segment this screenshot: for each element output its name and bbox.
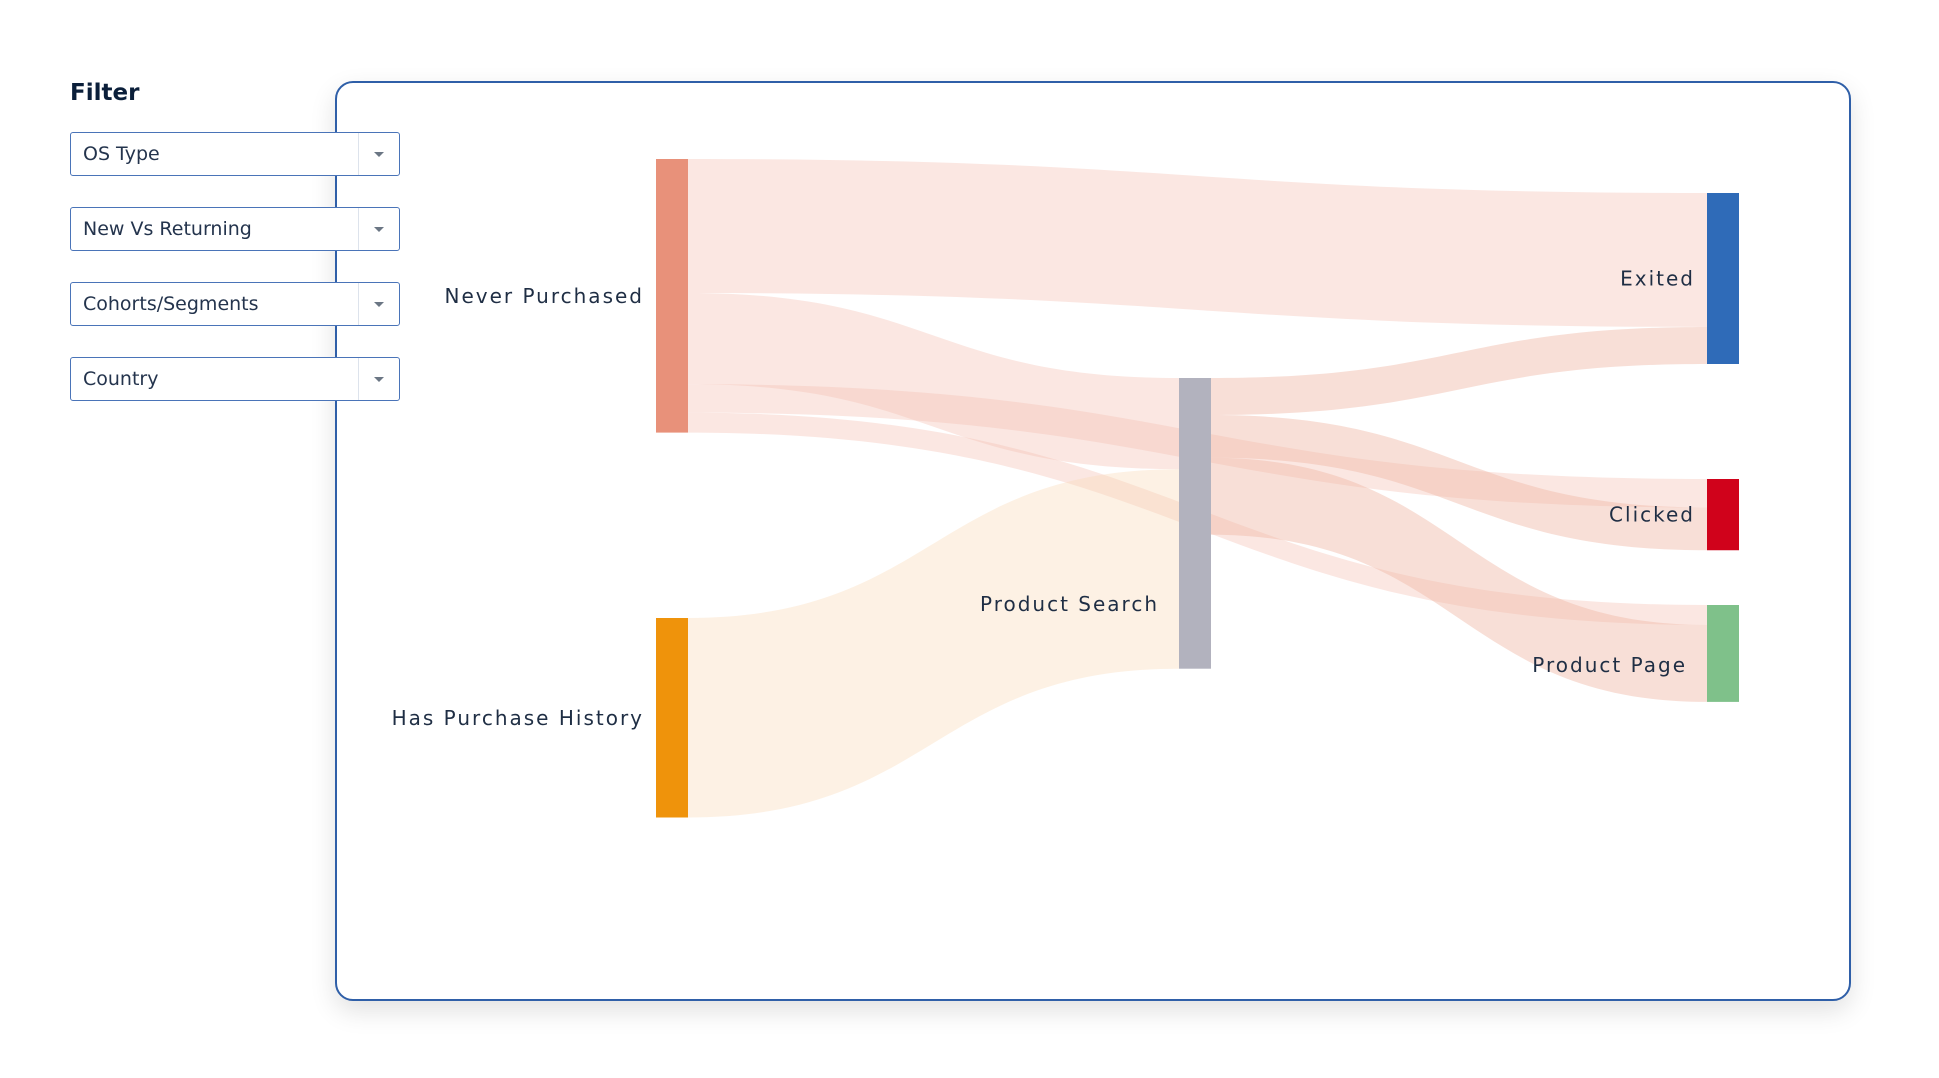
os-type-dropdown-label: OS Type xyxy=(83,143,160,165)
sankey-chart: Never Purchased Has Purchase History Produ… xyxy=(392,159,1739,818)
sankey-node-has[interactable] xyxy=(656,618,688,818)
sankey-node-exited[interactable] xyxy=(1707,193,1739,364)
sankey-node-label-page: Product Page xyxy=(1532,653,1687,677)
sankey-node-label-search: Product Search xyxy=(980,592,1159,616)
sankey-link-never-to-search[interactable] xyxy=(688,292,1179,470)
filter-title: Filter xyxy=(70,80,140,106)
sankey-node-never[interactable] xyxy=(656,159,688,433)
country-dropdown-label: Country xyxy=(83,368,159,390)
cohorts-segments-dropdown-label: Cohorts/Segments xyxy=(83,293,259,315)
os-type-dropdown[interactable]: OS Type xyxy=(70,132,400,176)
sankey-link-search-to-clicked[interactable] xyxy=(1211,415,1707,551)
chevron-down-icon[interactable] xyxy=(374,227,384,232)
sankey-node-label-has: Has Purchase History xyxy=(392,706,644,730)
chevron-down-icon[interactable] xyxy=(374,302,384,307)
filter-panel: OS Type New Vs Returning Cohorts/Segment… xyxy=(70,132,400,432)
sankey-node-page[interactable] xyxy=(1707,605,1739,702)
dropdown-separator xyxy=(358,133,359,175)
sankey-node-label-clicked: Clicked xyxy=(1609,503,1695,527)
new-vs-returning-dropdown[interactable]: New Vs Returning xyxy=(70,207,400,251)
sankey-link-search-to-page[interactable] xyxy=(1211,457,1707,702)
sankey-chart-panel: Never Purchased Has Purchase History Produ… xyxy=(335,81,1851,1001)
sankey-node-label-exited: Exited xyxy=(1620,267,1695,291)
dropdown-separator xyxy=(358,208,359,250)
cohorts-segments-dropdown[interactable]: Cohorts/Segments xyxy=(70,282,400,326)
dropdown-separator xyxy=(358,283,359,325)
sankey-nodes xyxy=(656,159,1739,818)
sankey-node-label-never: Never Purchased xyxy=(444,284,644,308)
sankey-node-clicked[interactable] xyxy=(1707,479,1739,551)
sankey-node-labels: Never Purchased Has Purchase History Produ… xyxy=(392,267,1695,730)
sankey-link-search-to-exited[interactable] xyxy=(1211,326,1707,416)
sankey-link-never-to-exited[interactable] xyxy=(688,159,1707,327)
new-vs-returning-dropdown-label: New Vs Returning xyxy=(83,218,252,240)
chevron-down-icon[interactable] xyxy=(374,377,384,382)
sankey-node-search[interactable] xyxy=(1179,378,1211,669)
chevron-down-icon[interactable] xyxy=(374,152,384,157)
sankey-link-has-to-search[interactable] xyxy=(688,469,1179,818)
country-dropdown[interactable]: Country xyxy=(70,357,400,401)
dropdown-separator xyxy=(358,358,359,400)
